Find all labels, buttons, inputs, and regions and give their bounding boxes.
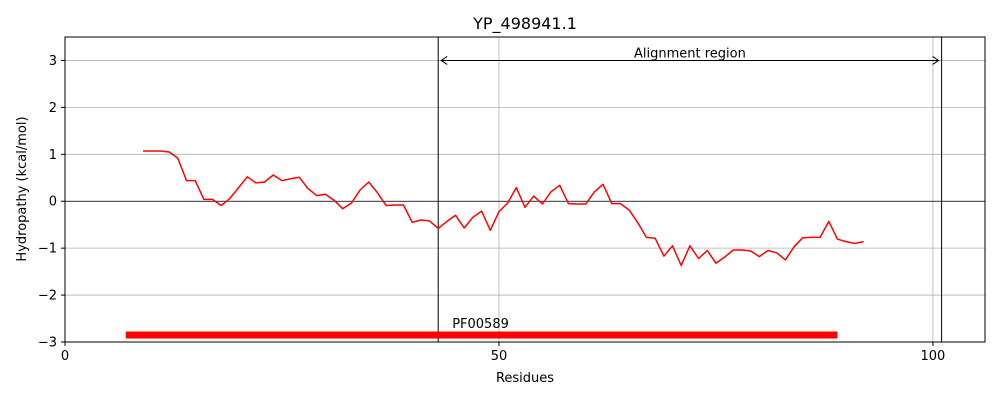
y-tick-label: 2	[49, 101, 57, 116]
hydropathy-line	[143, 150, 864, 267]
alignment-arrowhead-left	[440, 56, 448, 65]
y-tick-label: 1	[49, 148, 57, 163]
tick-layer: 0 50 100 −3 −2 −1 0 1 2 3	[38, 54, 946, 364]
alignment-arrowhead-right	[932, 56, 940, 65]
alignment-region-label: Alignment region	[634, 46, 746, 61]
y-tick-label: −1	[38, 242, 57, 257]
y-axis-label: Hydropathy (kcal/mol)	[15, 116, 30, 261]
grid-layer	[64, 37, 985, 343]
y-tick-label: 0	[49, 195, 57, 210]
domain-label: PF00589	[452, 317, 509, 332]
chart-title: YP_498941.1	[472, 14, 577, 34]
series-layer	[143, 150, 864, 267]
x-tick-label: 0	[61, 349, 69, 364]
y-tick-label: 3	[49, 54, 57, 69]
x-axis-label: Residues	[496, 371, 554, 386]
annotation-layer: Alignment region PF00589	[125, 46, 940, 339]
y-tick-label: −2	[38, 289, 57, 304]
plot-frame	[64, 36, 986, 343]
x-tick-label: 100	[921, 349, 946, 364]
y-tick-label: −3	[38, 336, 57, 351]
reference-lines	[65, 37, 985, 342]
x-tick-label: 50	[491, 349, 508, 364]
